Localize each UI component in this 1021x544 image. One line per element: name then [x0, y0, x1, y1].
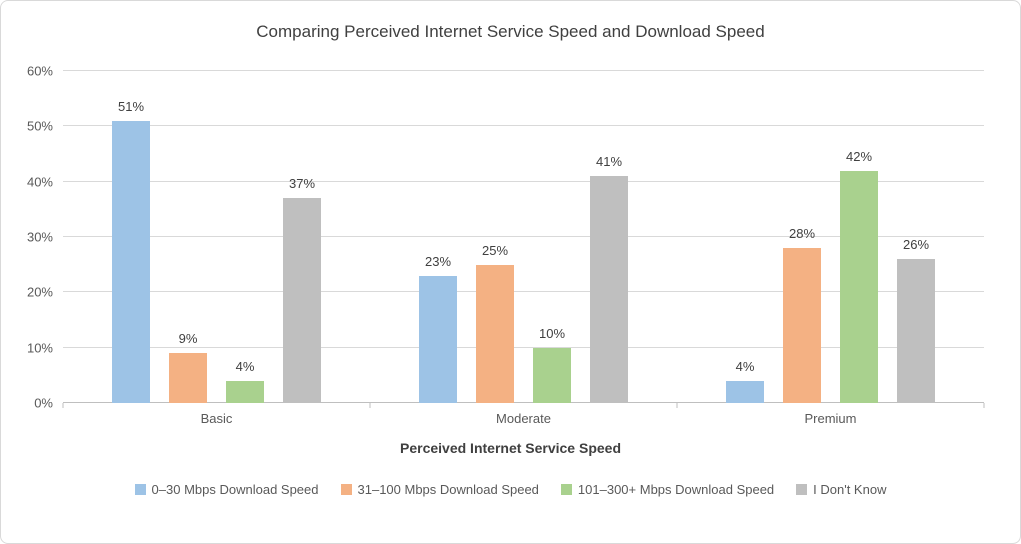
y-tick-label: 20% — [26, 284, 53, 300]
bar: 9% — [169, 331, 207, 403]
bar-value-label: 9% — [178, 331, 198, 347]
legend-swatch — [134, 484, 146, 495]
y-axis: 0% 10% 20% 30% 40% 50% 60% — [17, 65, 63, 410]
bar-value-label: 4% — [735, 358, 755, 374]
gridline — [63, 70, 984, 71]
bar: 4% — [726, 359, 764, 403]
x-axis-tick — [369, 403, 371, 408]
chart-title: Comparing Perceived Internet Service Spe… — [256, 22, 765, 41]
category-axis-spacer — [17, 411, 63, 426]
bar-value-label: 51% — [117, 98, 145, 114]
bar-value-label: 28% — [788, 226, 816, 242]
chart-body: 0% 10% 20% 30% 40% 50% 60% 51% 9% 4% 37% 23% 25% 10%… — [17, 65, 985, 410]
bar: 41% — [590, 154, 628, 403]
legend-label: 0–30 Mbps Download Speed — [151, 482, 319, 497]
legend-item: I Don't Know — [796, 482, 886, 497]
category-label: Basic — [200, 411, 233, 426]
legend-item: 101–300+ Mbps Download Speed — [560, 482, 775, 497]
gridline — [63, 346, 984, 348]
legend-swatch — [560, 484, 572, 495]
x-axis-tick — [983, 403, 985, 408]
bar: 23% — [419, 254, 457, 403]
bar-value-label: 4% — [235, 358, 255, 374]
bar: 37% — [283, 176, 321, 403]
bar: 28% — [783, 226, 821, 403]
category-axis-row: Basic Moderate Premium — [17, 411, 984, 426]
bar: 42% — [840, 149, 878, 403]
gridline — [63, 125, 984, 127]
plot: 51% 9% 4% 37% 23% 25% 10% 41% 4% 28% 42% 26% — [62, 70, 985, 408]
gridline — [63, 236, 984, 237]
y-tick-label: 0% — [34, 395, 53, 411]
bar-value-label: 41% — [595, 154, 623, 170]
bar: 4% — [226, 359, 264, 403]
legend-swatch — [796, 484, 808, 495]
y-tick-label: 60% — [26, 63, 53, 79]
bar: 10% — [533, 326, 571, 403]
legend-item: 0–30 Mbps Download Speed — [134, 482, 319, 497]
category-label: Moderate — [496, 411, 551, 426]
category-axis: Basic Moderate Premium — [63, 411, 984, 426]
legend-item: 31–100 Mbps Download Speed — [340, 482, 539, 497]
gridline — [63, 291, 984, 293]
bar: 51% — [112, 99, 150, 403]
bar-group-premium: 4% 28% 42% 26% — [677, 71, 984, 403]
bar-value-label: 25% — [481, 242, 509, 258]
legend-label: 101–300+ Mbps Download Speed — [577, 482, 775, 497]
bar-value-label: 42% — [845, 148, 873, 164]
legend-swatch — [340, 484, 352, 495]
legend-label: 31–100 Mbps Download Speed — [357, 482, 539, 497]
x-axis-title: Perceived Internet Service Speed — [400, 440, 621, 456]
category-label: Premium — [804, 411, 857, 426]
bar: 25% — [476, 243, 514, 403]
y-tick-label: 40% — [26, 174, 53, 190]
y-tick-label: 50% — [26, 118, 53, 134]
x-axis-tick — [62, 403, 64, 408]
bar-group-basic: 51% 9% 4% 37% — [63, 71, 370, 403]
x-axis-tick — [676, 403, 678, 408]
bar-value-label: 37% — [288, 176, 316, 192]
x-axis-line — [63, 402, 984, 403]
bar-value-label: 26% — [902, 237, 930, 253]
y-tick-label: 10% — [26, 340, 53, 356]
bar-group-moderate: 23% 25% 10% 41% — [370, 71, 677, 403]
gridline — [63, 180, 984, 182]
y-tick-label: 30% — [26, 229, 53, 245]
bar-value-label: 23% — [424, 253, 452, 269]
legend-label: I Don't Know — [813, 482, 887, 497]
legend: 0–30 Mbps Download Speed 31–100 Mbps Down… — [1, 482, 1020, 497]
bar-value-label: 10% — [538, 325, 566, 341]
bar-groups: 51% 9% 4% 37% 23% 25% 10% 41% 4% 28% 42% 26% — [63, 71, 984, 403]
bar: 26% — [897, 237, 935, 403]
